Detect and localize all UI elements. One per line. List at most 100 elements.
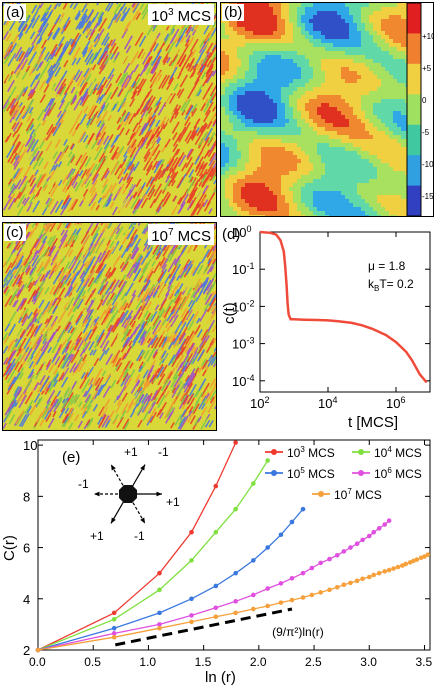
heatmap-cell — [245, 23, 249, 27]
lattice-stripe — [130, 223, 135, 229]
heatmap-cell — [305, 23, 309, 27]
heatmap-cell — [321, 123, 325, 127]
lattice-stripe — [201, 174, 207, 183]
heatmap-cell — [381, 183, 385, 187]
lattice-stripe — [138, 35, 147, 48]
heatmap-cell — [253, 71, 257, 75]
heatmap-cell — [321, 191, 325, 195]
heatmap-cell — [241, 55, 245, 59]
heatmap-cell — [237, 35, 241, 39]
colorbar-segment — [407, 3, 421, 34]
lattice-stripe — [96, 76, 106, 91]
heatmap-cell — [369, 211, 373, 215]
lattice-stripe — [207, 319, 215, 332]
heatmap-cell — [321, 27, 325, 31]
heatmap-cell — [305, 3, 309, 7]
heatmap-cell — [349, 183, 353, 187]
heatmap-cell — [293, 39, 297, 43]
heatmap-cell — [353, 191, 357, 195]
lattice-stripe — [118, 208, 124, 216]
heatmap-cell — [385, 111, 389, 115]
heatmap-cell — [377, 119, 381, 123]
lattice-stripe — [62, 261, 71, 273]
heatmap-cell — [313, 143, 317, 147]
heatmap-cell — [301, 87, 305, 91]
lattice-stripe — [65, 322, 72, 332]
lattice-stripe — [74, 374, 84, 389]
heatmap-cell — [261, 79, 265, 83]
heatmap-cell — [265, 31, 269, 35]
heatmap-cell — [261, 167, 265, 171]
heatmap-cell — [353, 103, 357, 107]
heatmap-cell — [269, 159, 273, 163]
heatmap-cell — [229, 99, 233, 103]
heatmap-cell — [229, 131, 233, 135]
heatmap-cell — [385, 215, 389, 216]
lattice-stripe — [36, 150, 44, 162]
lattice-stripe — [151, 70, 161, 86]
lattice-stripe — [111, 349, 121, 364]
heatmap-cell — [401, 19, 405, 23]
lattice-stripe — [143, 64, 152, 77]
heatmap-cell — [393, 39, 397, 43]
heatmap-cell — [385, 191, 389, 195]
heatmap-cell — [349, 51, 353, 55]
heatmap-cell — [349, 55, 353, 59]
heatmap-cell — [257, 51, 261, 55]
heatmap-cell — [389, 115, 393, 119]
lattice-stripe — [204, 293, 213, 306]
heatmap-cell — [225, 135, 229, 139]
lattice-stripe — [8, 323, 17, 336]
heatmap-cell — [269, 87, 273, 91]
heatmap-cell — [225, 23, 229, 27]
heatmap-cell — [289, 35, 293, 39]
lattice-stripe — [86, 366, 94, 378]
heatmap-cell — [313, 103, 317, 107]
lattice-stripe — [180, 101, 187, 111]
lattice-stripe — [142, 332, 151, 346]
lattice-stripe — [201, 139, 209, 151]
heatmap-cell — [261, 211, 265, 215]
heatmap-cell — [325, 11, 329, 15]
heatmap-cell — [357, 47, 361, 51]
heatmap-cell — [257, 19, 261, 23]
lattice-stripe — [37, 37, 43, 44]
heatmap-cell — [389, 183, 393, 187]
lattice-stripe — [155, 119, 161, 128]
lattice-stripe — [127, 184, 133, 192]
heatmap-cell — [357, 15, 361, 19]
heatmap-cell — [301, 171, 305, 175]
heatmap-cell — [305, 215, 309, 216]
heatmap-cell — [333, 47, 337, 51]
lattice-stripe — [132, 403, 139, 412]
heatmap-cell — [289, 63, 293, 67]
heatmap-cell — [357, 179, 361, 183]
lattice-stripe — [68, 353, 73, 360]
lattice-stripe — [20, 180, 29, 193]
heatmap-cell — [369, 191, 373, 195]
heatmap-cell — [277, 119, 281, 123]
heatmap-cell — [381, 51, 385, 55]
heatmap-cell — [221, 79, 225, 83]
lattice-stripe — [74, 414, 80, 422]
heatmap-cell — [345, 171, 349, 175]
heatmap-cell — [329, 179, 333, 183]
lattice-stripe — [188, 193, 196, 204]
lattice-stripe — [61, 354, 71, 369]
heatmap-cell — [377, 127, 381, 131]
heatmap-cell — [289, 43, 293, 47]
heatmap-cell — [269, 103, 273, 107]
heatmap-cell — [277, 183, 281, 187]
heatmap-cell — [317, 83, 321, 87]
heatmap-cell — [261, 127, 265, 131]
heatmap-cell — [289, 155, 293, 159]
heatmap-cell — [325, 167, 329, 171]
heatmap-cell — [261, 159, 265, 163]
heatmap-cell — [237, 31, 241, 35]
heatmap-cell — [229, 39, 233, 43]
lattice-stripe — [141, 130, 150, 143]
lattice-stripe — [76, 295, 84, 307]
heatmap-cell — [385, 159, 389, 163]
lattice-stripe — [40, 407, 47, 418]
lattice-stripe — [149, 198, 156, 209]
